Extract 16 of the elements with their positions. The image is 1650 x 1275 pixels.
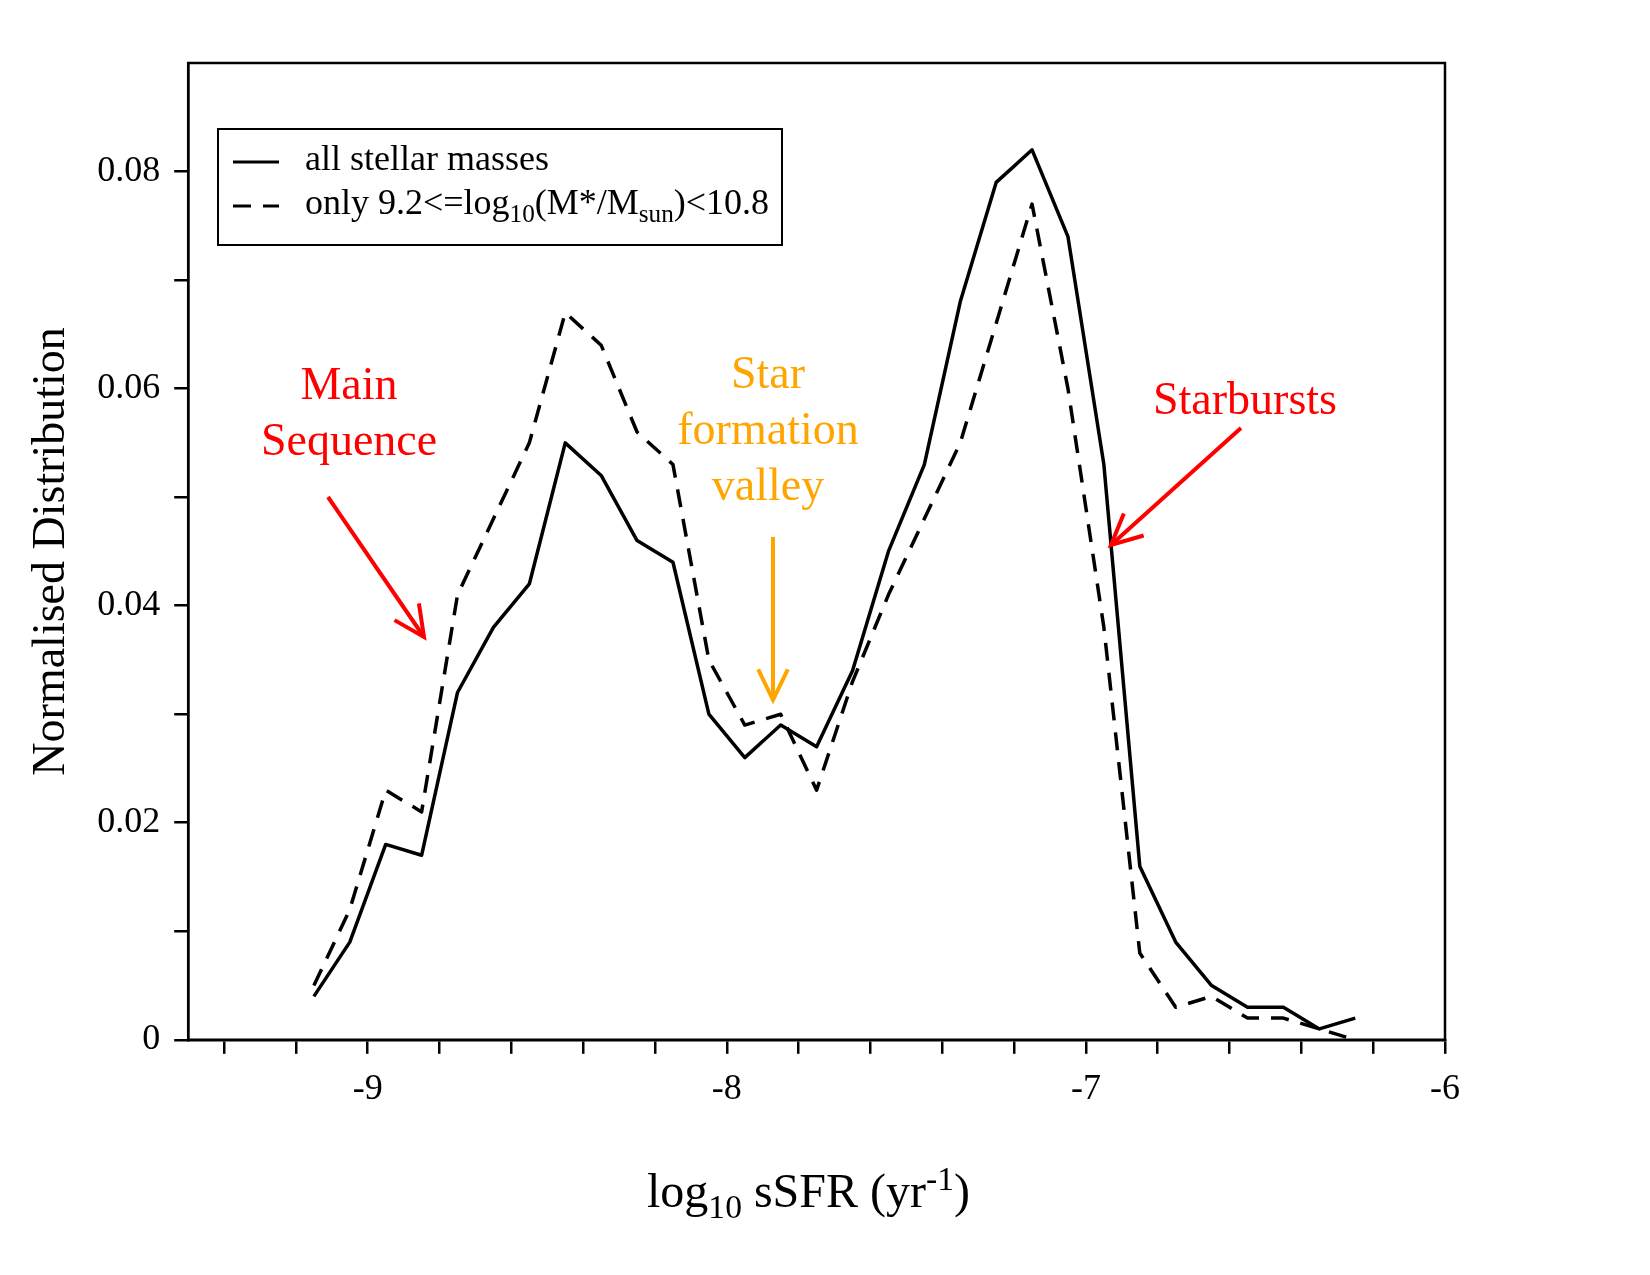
annotation: Starbursts: [1153, 373, 1337, 425]
y-tick-label: 0.02: [97, 800, 161, 841]
legend-label: all stellar masses: [304, 137, 550, 180]
legend-label: only 9.2<=log$_{10}$(M*/M$_{sun}$)<10.8: [304, 181, 770, 230]
x-tick-label: -7: [1070, 1066, 1101, 1107]
y-axis-title: Normalised Distribution: [22, 327, 74, 776]
x-tick-label: -9: [352, 1066, 383, 1107]
y-tick-label: 0.04: [97, 583, 161, 624]
y-tick-label: 0.06: [97, 366, 161, 407]
annotation: Star formation valley: [677, 347, 859, 511]
x-tick-label: -6: [1430, 1066, 1460, 1107]
y-tick-label: 0: [142, 1017, 161, 1058]
y-tick-label: 0.08: [97, 148, 161, 189]
x-axis-title: log$_{10}$ sSFR (yr$^{-1}$): [646, 1160, 971, 1226]
annotation: Main Sequence: [260, 358, 438, 466]
x-tick-label: -8: [711, 1066, 742, 1107]
